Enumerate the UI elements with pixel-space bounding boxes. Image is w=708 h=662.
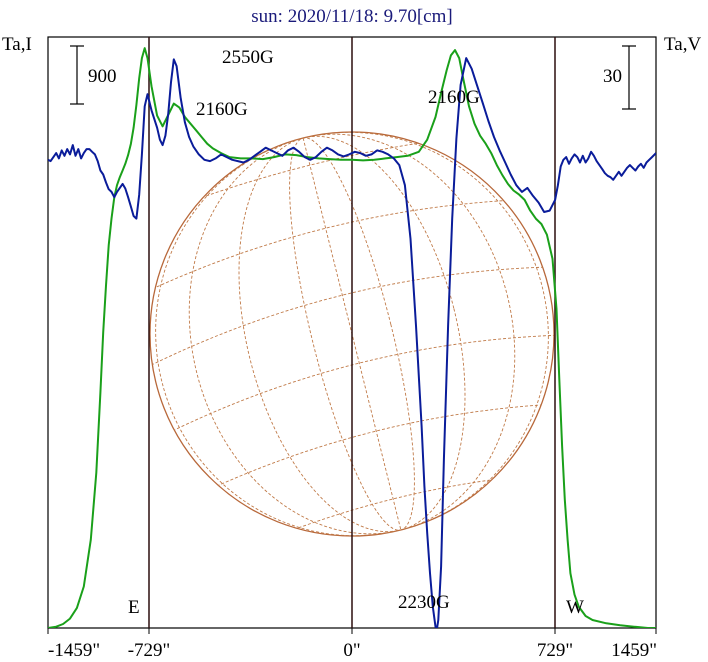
x-tick-label: 1459" xyxy=(611,640,657,661)
scale-bar-left xyxy=(70,45,84,105)
x-tick-label: 0" xyxy=(343,640,360,661)
limb-marker-lines xyxy=(148,37,556,628)
scale-bar-right-label: 30 xyxy=(603,66,622,87)
west-limb-label: W xyxy=(566,597,584,618)
latitude-line xyxy=(166,402,554,511)
y-right-label: Ta,V xyxy=(664,34,701,55)
annotation-2160g-east: 2160G xyxy=(196,99,248,120)
scale-bar-right xyxy=(622,45,636,110)
stokes-v-line xyxy=(48,57,656,628)
annotation-2160g-west: 2160G xyxy=(428,87,480,108)
x-axis-ticks: -1459" -729" 0" 729" 1459" xyxy=(47,628,657,661)
series-group xyxy=(48,47,656,628)
x-tick-label: -1459" xyxy=(48,640,100,661)
x-tick-label: 729" xyxy=(537,640,573,661)
east-limb-label: E xyxy=(128,597,140,618)
latitude-line xyxy=(150,266,554,375)
y-left-label: Ta,I xyxy=(2,34,32,55)
scale-bar-left-label: 900 xyxy=(88,66,117,87)
solar-disk xyxy=(149,131,555,537)
stokes-i-line xyxy=(48,47,656,628)
annotation-2550g: 2550G xyxy=(222,47,274,68)
chart-title: sun: 2020/11/18: 9.70[cm] xyxy=(251,6,452,27)
x-tick-label: -729" xyxy=(128,640,171,661)
latitude-line xyxy=(150,198,548,307)
latitude-line xyxy=(150,334,554,443)
annotation-2230g: 2230G xyxy=(398,592,450,613)
